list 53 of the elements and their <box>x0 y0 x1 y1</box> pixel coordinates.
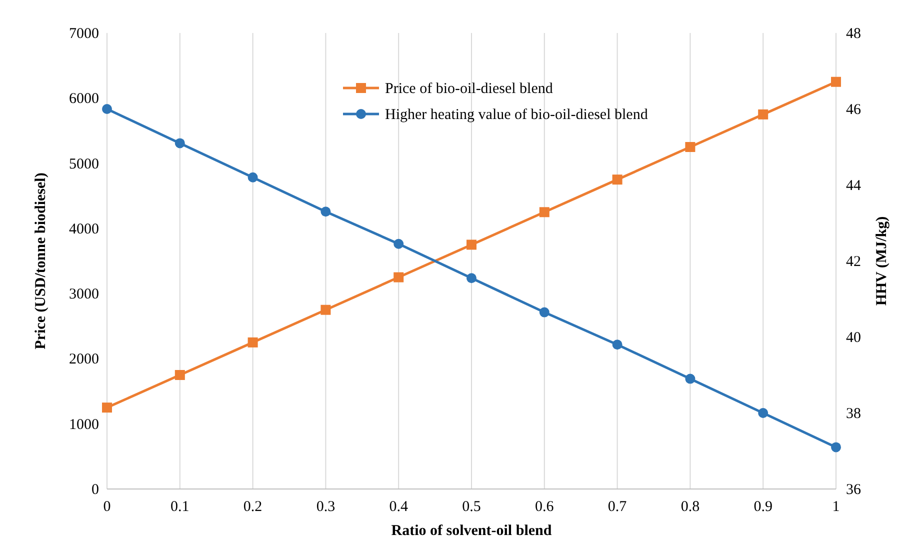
point <box>174 370 185 380</box>
y-tick-label: 5000 <box>69 156 99 172</box>
point <box>394 272 404 282</box>
x-tick-label: 1 <box>832 499 840 515</box>
y2-tick-label: 44 <box>846 178 862 194</box>
y2-tick-label: 46 <box>846 102 862 118</box>
point <box>685 142 696 152</box>
legend-label: Price of bio-oil-diesel blend <box>385 81 554 97</box>
point <box>466 273 476 284</box>
y-tick-label: 3000 <box>69 286 99 303</box>
point <box>612 340 622 350</box>
x-tick-label: 0 <box>103 499 111 515</box>
y2-axis-title: HHV (MJ/kg) <box>874 216 890 306</box>
point <box>758 109 768 120</box>
point <box>320 304 331 315</box>
y-tick-label: 4000 <box>69 221 99 238</box>
y-tick-label: 7000 <box>69 26 99 42</box>
x-tick-label: 0.7 <box>608 499 628 515</box>
x-axis-title: Ratio of solvent-oil blend <box>391 523 552 539</box>
x-tick-label: 0.2 <box>243 499 262 515</box>
point <box>248 337 258 348</box>
x-tick-label: 0.8 <box>680 499 700 515</box>
y-tick-label: 1000 <box>69 416 99 433</box>
x-tick-label: 0.5 <box>462 499 481 515</box>
point <box>612 174 622 185</box>
point <box>248 172 258 182</box>
y-tick-label: 6000 <box>69 91 99 108</box>
y2-tick-label: 48 <box>846 26 861 42</box>
point <box>102 402 112 413</box>
y-tick-label: 0 <box>92 482 99 498</box>
point <box>539 207 550 218</box>
y-axis-title: Price (USD/tonne biodiesel) <box>33 172 49 350</box>
x-tick-label: 0.1 <box>170 499 190 515</box>
x-tick-label: 0.9 <box>754 499 772 515</box>
x-tick-label: 0.6 <box>535 499 554 515</box>
point <box>102 104 112 114</box>
x-tick-label: 0.4 <box>389 499 408 515</box>
y2-tick-label: 38 <box>846 406 861 422</box>
point <box>174 138 185 148</box>
y2-tick-label: 42 <box>846 254 861 270</box>
point <box>394 238 404 249</box>
point <box>539 307 550 318</box>
legend-label: Higher heating value of bio-oil-diesel blend <box>385 107 648 123</box>
y-tick-label: 2000 <box>69 352 99 368</box>
point <box>466 240 476 250</box>
y2-tick-label: 36 <box>846 482 862 498</box>
point <box>831 76 841 87</box>
point <box>831 442 841 452</box>
y2-tick-label: 40 <box>846 330 861 346</box>
x-tick-label: 0.3 <box>316 499 336 515</box>
point <box>320 206 331 217</box>
point <box>685 374 696 384</box>
point <box>758 408 768 418</box>
